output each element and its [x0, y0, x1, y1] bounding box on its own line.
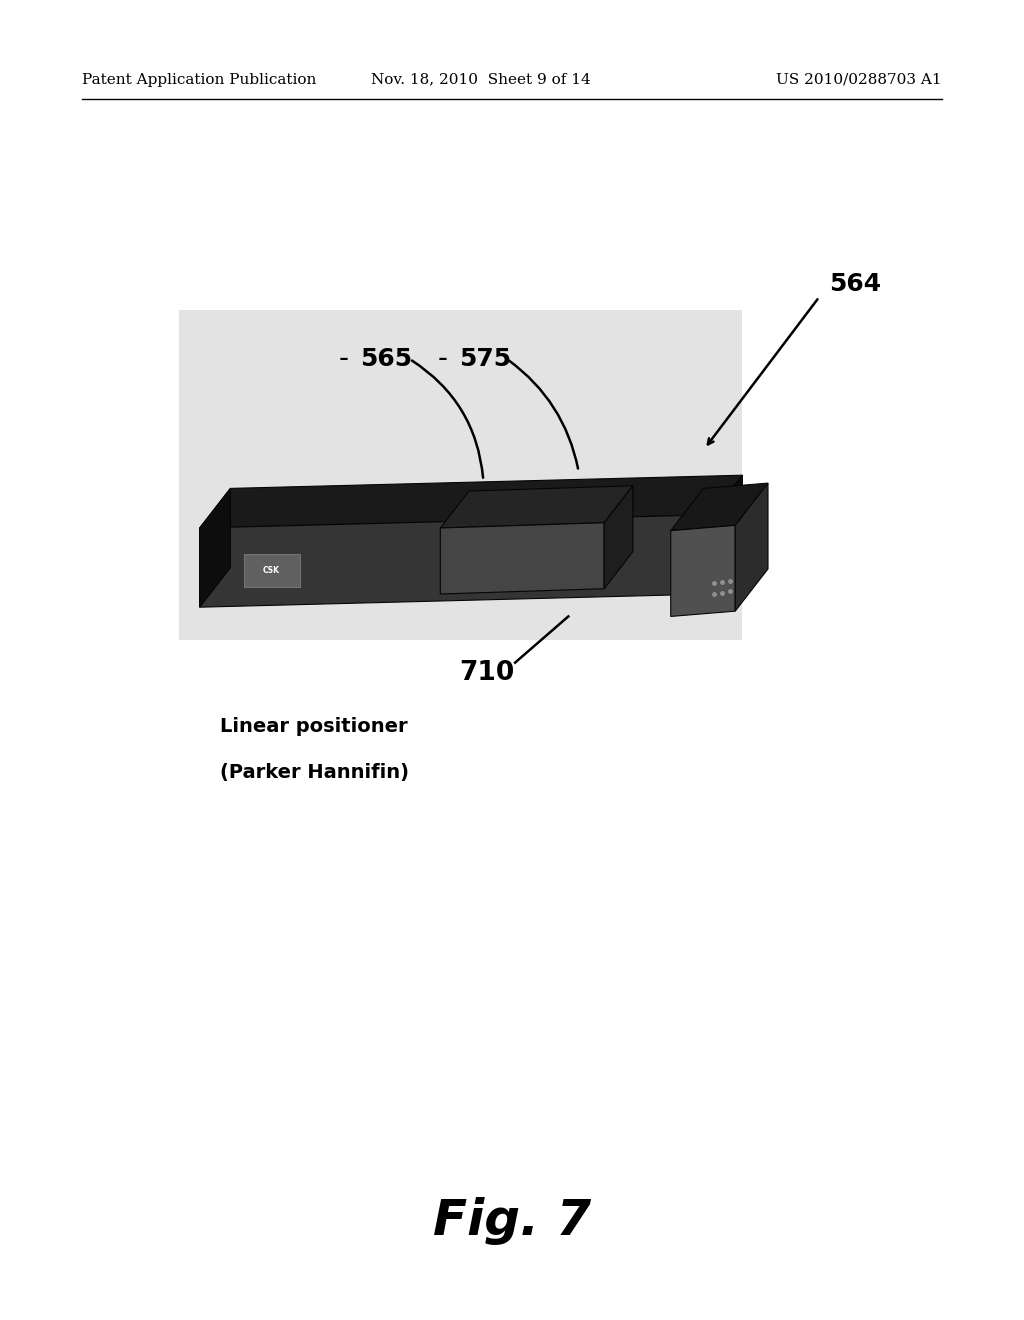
Text: 575: 575 — [459, 347, 511, 371]
Text: US 2010/0288703 A1: US 2010/0288703 A1 — [776, 73, 942, 87]
Polygon shape — [735, 483, 768, 611]
Text: Fig. 7: Fig. 7 — [433, 1197, 591, 1245]
Text: Linear positioner: Linear positioner — [220, 717, 408, 735]
Polygon shape — [604, 486, 633, 589]
Polygon shape — [440, 523, 604, 594]
Text: 710: 710 — [459, 660, 514, 686]
Polygon shape — [671, 483, 768, 531]
Polygon shape — [671, 525, 735, 616]
Polygon shape — [440, 486, 633, 528]
Polygon shape — [712, 475, 742, 594]
FancyBboxPatch shape — [244, 554, 300, 587]
Text: 565: 565 — [360, 347, 413, 371]
Text: 564: 564 — [829, 272, 882, 296]
Polygon shape — [200, 515, 712, 607]
Text: Patent Application Publication: Patent Application Publication — [82, 73, 316, 87]
Text: Nov. 18, 2010  Sheet 9 of 14: Nov. 18, 2010 Sheet 9 of 14 — [372, 73, 591, 87]
Text: -: - — [339, 345, 349, 374]
Text: -: - — [437, 345, 447, 374]
Polygon shape — [200, 475, 742, 528]
Text: CSK: CSK — [263, 566, 280, 574]
Polygon shape — [200, 488, 230, 607]
Text: (Parker Hannifin): (Parker Hannifin) — [220, 763, 410, 781]
Polygon shape — [179, 310, 742, 640]
